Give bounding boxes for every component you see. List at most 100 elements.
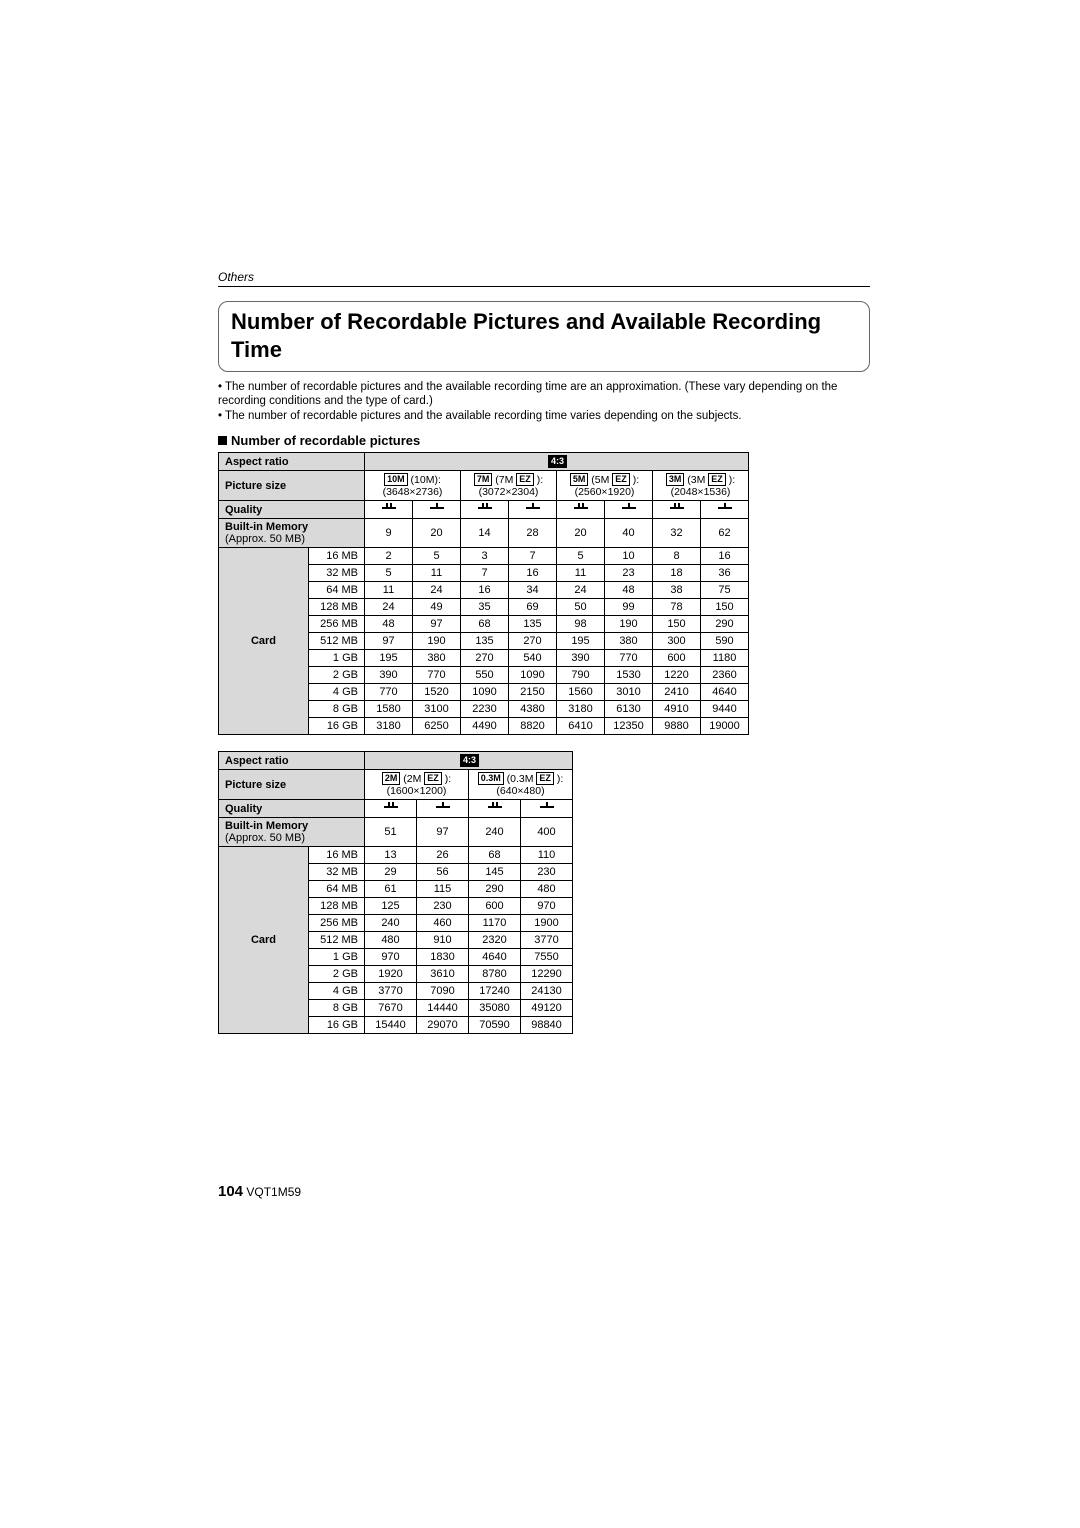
page-title: Number of Recordable Pictures and Availa…	[231, 308, 857, 363]
data-cell: 1580	[365, 701, 413, 718]
data-cell: 32	[653, 519, 701, 548]
data-cell: 69	[509, 599, 557, 616]
data-cell: 1090	[509, 667, 557, 684]
quality-fine-cell	[557, 501, 605, 519]
data-cell: 190	[605, 616, 653, 633]
badge: 2M	[382, 772, 401, 785]
data-cell: 11	[365, 582, 413, 599]
data-cell: 3010	[605, 684, 653, 701]
data-cell: 7	[461, 565, 509, 582]
card-size-cell: 64 MB	[309, 881, 365, 898]
quality-standard-cell	[413, 501, 461, 519]
card-size-cell: 2 GB	[309, 966, 365, 983]
data-cell: 270	[509, 633, 557, 650]
quality-fine-icon	[488, 802, 502, 812]
card-size-cell: 8 GB	[309, 1000, 365, 1017]
card-size-cell: 128 MB	[309, 599, 365, 616]
data-cell: 7670	[365, 1000, 417, 1017]
data-cell: 230	[521, 864, 573, 881]
data-cell: 14440	[417, 1000, 469, 1017]
quality-standard-cell	[701, 501, 749, 519]
data-cell: 49	[413, 599, 461, 616]
data-cell: 1530	[605, 667, 653, 684]
data-cell: 3100	[413, 701, 461, 718]
data-cell: 1180	[701, 650, 749, 667]
quality-label: Quality	[219, 501, 365, 519]
data-cell: 1090	[461, 684, 509, 701]
data-cell: 790	[557, 667, 605, 684]
data-cell: 3610	[417, 966, 469, 983]
title-box: Number of Recordable Pictures and Availa…	[218, 301, 870, 372]
data-cell: 75	[701, 582, 749, 599]
data-cell: 970	[365, 949, 417, 966]
data-cell: 390	[365, 667, 413, 684]
data-cell: 98840	[521, 1017, 573, 1034]
data-cell: 3180	[365, 718, 413, 735]
data-cell: 2230	[461, 701, 509, 718]
badge: 5M	[570, 473, 589, 486]
data-cell: 3770	[365, 983, 417, 1000]
section-label: Others	[218, 270, 870, 287]
quality-fine-icon	[382, 503, 396, 513]
data-cell: 135	[509, 616, 557, 633]
data-cell: 270	[461, 650, 509, 667]
picture-size-cell: 0.3M (0.3M EZ ):(640×480)	[469, 770, 573, 800]
data-cell: 9440	[701, 701, 749, 718]
data-cell: 68	[461, 616, 509, 633]
data-cell: 29	[365, 864, 417, 881]
data-cell: 23	[605, 565, 653, 582]
data-cell: 36	[701, 565, 749, 582]
data-cell: 135	[461, 633, 509, 650]
data-cell: 590	[701, 633, 749, 650]
recordable-table: Aspect ratio4:3Picture size10M (10M):(36…	[218, 452, 749, 735]
picture-size-label: Picture size	[219, 471, 365, 501]
data-cell: 48	[365, 616, 413, 633]
data-cell: 35	[461, 599, 509, 616]
table-2: Aspect ratio4:3Picture size2M (2M EZ ):(…	[218, 751, 870, 1034]
data-cell: 24	[413, 582, 461, 599]
data-cell: 12290	[521, 966, 573, 983]
aspect-ratio-label: Aspect ratio	[219, 752, 365, 770]
data-cell: 1220	[653, 667, 701, 684]
badge: 7M	[474, 473, 493, 486]
picture-size-cell: 5M (5M EZ ):(2560×1920)	[557, 471, 653, 501]
data-cell: 10	[605, 548, 653, 565]
data-cell: 50	[557, 599, 605, 616]
quality-standard-cell	[521, 800, 573, 818]
badge: 0.3M	[478, 772, 504, 785]
data-cell: 20	[413, 519, 461, 548]
data-cell: 4380	[509, 701, 557, 718]
picture-size-cell: 2M (2M EZ ):(1600×1200)	[365, 770, 469, 800]
quality-std-icon	[622, 503, 636, 513]
card-size-cell: 256 MB	[309, 616, 365, 633]
data-cell: 68	[469, 847, 521, 864]
data-cell: 16	[461, 582, 509, 599]
data-cell: 16	[509, 565, 557, 582]
page-content: Others Number of Recordable Pictures and…	[0, 0, 1080, 1034]
data-cell: 7	[509, 548, 557, 565]
data-cell: 2360	[701, 667, 749, 684]
data-cell: 195	[557, 633, 605, 650]
data-cell: 14	[461, 519, 509, 548]
data-cell: 390	[557, 650, 605, 667]
doc-code: VQT1M59	[246, 1185, 301, 1199]
quality-std-icon	[436, 802, 450, 812]
picture-size-cell: 7M (7M EZ ):(3072×2304)	[461, 471, 557, 501]
card-size-cell: 16 MB	[309, 548, 365, 565]
card-size-cell: 32 MB	[309, 864, 365, 881]
data-cell: 1170	[469, 915, 521, 932]
data-cell: 910	[417, 932, 469, 949]
data-cell: 290	[701, 616, 749, 633]
data-cell: 150	[653, 616, 701, 633]
badge: 3M	[666, 473, 685, 486]
card-size-cell: 16 GB	[309, 718, 365, 735]
card-size-cell: 128 MB	[309, 898, 365, 915]
data-cell: 3	[461, 548, 509, 565]
data-cell: 99	[605, 599, 653, 616]
card-size-cell: 4 GB	[309, 684, 365, 701]
page-footer: 104 VQT1M59	[218, 1183, 301, 1200]
data-cell: 770	[413, 667, 461, 684]
data-cell: 600	[653, 650, 701, 667]
data-cell: 380	[413, 650, 461, 667]
data-cell: 2320	[469, 932, 521, 949]
